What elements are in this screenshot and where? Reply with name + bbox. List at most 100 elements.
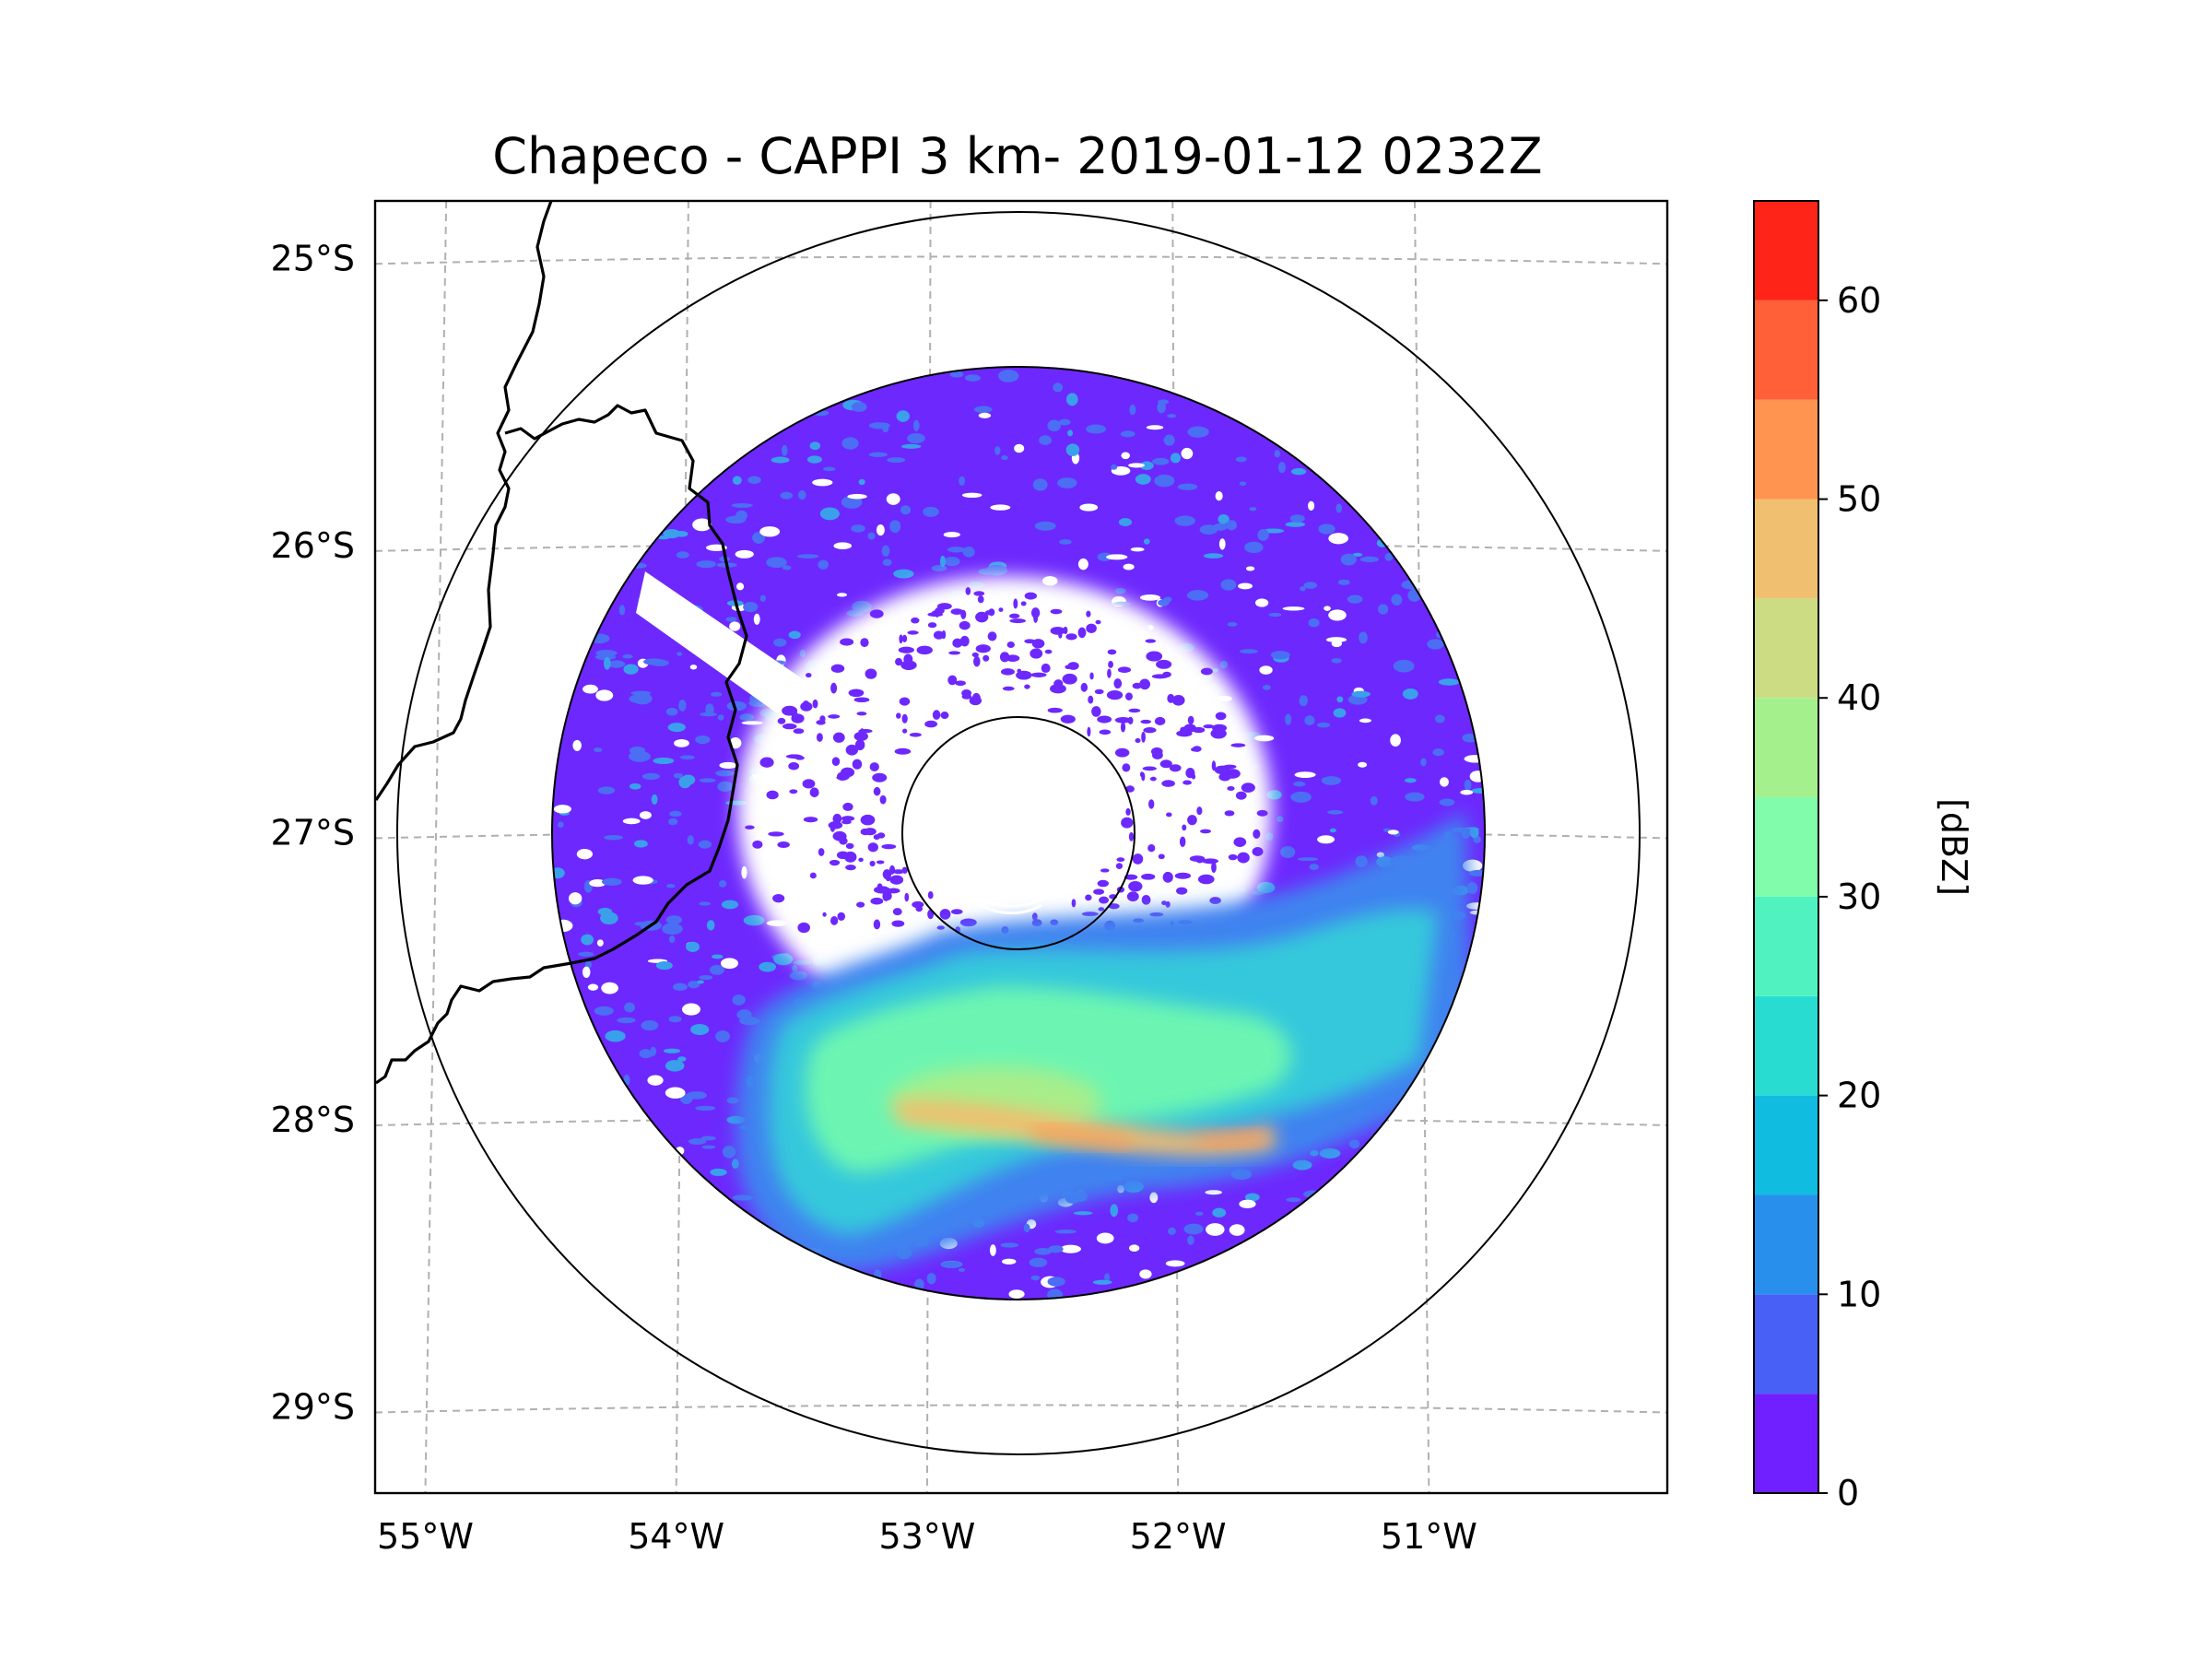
echo-speck: [1245, 566, 1255, 571]
echo-speck: [1262, 684, 1271, 690]
echo-speck: [1123, 563, 1135, 571]
clear-zone-speck: [1122, 763, 1131, 772]
echo-speck: [677, 1056, 687, 1062]
clear-zone-speck: [1086, 623, 1097, 633]
echo-speck: [578, 951, 594, 957]
clear-zone-speck: [901, 713, 908, 724]
echo-speck: [1376, 852, 1385, 858]
clear-zone-speck: [1126, 891, 1139, 902]
echo-speck: [1274, 450, 1280, 458]
echo-speck: [1120, 430, 1135, 438]
echo-speck: [1048, 1245, 1064, 1253]
echo-speck: [743, 602, 759, 613]
echo-speck: [690, 1024, 710, 1036]
clear-zone-speck: [1065, 633, 1077, 641]
clear-zone-speck: [1006, 641, 1015, 649]
echo-speck: [868, 452, 888, 457]
echo-speck: [697, 980, 704, 984]
clear-zone-speck: [1209, 897, 1221, 905]
echo-speck: [964, 374, 981, 382]
colorbar-tick-label-1: 10: [1837, 1274, 1881, 1314]
clear-zone-speck: [939, 909, 951, 920]
colorbar-tick-label-6: 60: [1837, 280, 1881, 321]
echo-speck: [1239, 1199, 1256, 1209]
clear-zone-speck: [1124, 692, 1133, 700]
echo-speck: [1329, 828, 1336, 833]
echo-speck: [1047, 419, 1061, 432]
echo-speck: [997, 370, 1019, 382]
echo-speck: [667, 723, 686, 733]
clear-zone-speck: [915, 905, 924, 912]
axes-frame: [373, 199, 1669, 1495]
clear-zone-speck: [987, 631, 997, 641]
clear-zone-speck: [1182, 780, 1192, 785]
echo-speck: [623, 664, 639, 675]
clear-zone-speck: [802, 700, 810, 712]
echo-speck: [1282, 606, 1305, 611]
clear-zone-speck: [892, 908, 902, 916]
clear-zone-speck: [903, 653, 913, 665]
clear-zone-speck: [879, 794, 887, 805]
clear-zone-speck: [977, 595, 984, 604]
echo-speck: [715, 770, 735, 777]
echo-speck: [1427, 639, 1444, 650]
clear-zone-speck: [831, 757, 841, 767]
clear-zone-speck: [1159, 759, 1172, 769]
echo-speck: [1420, 758, 1427, 767]
colorbar-segment-2: [1754, 1194, 1818, 1295]
clear-zone-speck: [752, 840, 763, 849]
echo-speck: [1104, 1273, 1111, 1282]
clear-zone-speck: [959, 620, 971, 630]
clear-zone-speck: [830, 682, 838, 694]
clear-zone-speck: [911, 617, 920, 624]
echo-speck: [1023, 1223, 1030, 1233]
echo-speck: [943, 532, 960, 538]
echo-speck: [1440, 777, 1449, 787]
clear-zone-speck: [952, 638, 963, 648]
echo-speck: [622, 653, 633, 659]
clear-zone-speck: [1024, 684, 1030, 689]
colorbar-tick-label-4: 40: [1837, 677, 1881, 718]
echo-speck: [759, 594, 766, 602]
clear-zone-speck: [870, 897, 884, 905]
clear-zone-speck: [864, 828, 877, 836]
echo-speck: [1085, 424, 1107, 434]
clear-zone-speck: [1099, 896, 1110, 904]
echo-speck: [604, 834, 623, 841]
clear-zone-speck: [1141, 731, 1146, 743]
gridline-lon-0: [424, 201, 448, 1493]
convective-line: [894, 1100, 1277, 1156]
echo-speck: [1257, 529, 1269, 541]
echo-speck: [665, 707, 678, 716]
colorbar-segment-12: [1754, 201, 1818, 300]
echo-speck: [701, 1145, 716, 1149]
clear-zone-speck: [845, 744, 859, 756]
clear-zone-speck: [947, 675, 958, 686]
clear-zone-speck: [1230, 743, 1246, 747]
echo-speck: [726, 700, 747, 712]
echo-speck: [1154, 474, 1175, 488]
echo-speck: [1157, 401, 1166, 414]
clear-zone-speck: [1113, 678, 1123, 689]
echo-speck: [769, 558, 783, 566]
colorbar-segment-11: [1754, 300, 1818, 400]
echo-speck: [797, 489, 806, 500]
echo-speck: [553, 805, 571, 814]
echo-speck: [699, 974, 713, 981]
echo-speck: [1308, 618, 1320, 628]
clear-zone-speck: [1218, 772, 1231, 782]
clear-zone-speck: [955, 680, 966, 687]
gridline-lat-4: [375, 1404, 1667, 1414]
echo-speck: [1304, 715, 1315, 725]
clear-zone-speck: [858, 857, 864, 863]
clear-zone-speck: [896, 712, 901, 719]
echo-speck: [736, 582, 745, 591]
clear-zone-speck: [924, 720, 938, 728]
clear-zone-speck: [788, 762, 800, 771]
clear-zone-speck: [873, 786, 881, 796]
clear-zone-speck: [1171, 695, 1185, 706]
echo-speck: [1277, 461, 1286, 474]
echo-speck: [990, 504, 1011, 511]
colorbar-segment-5: [1754, 896, 1818, 996]
echo-speck: [712, 954, 724, 959]
